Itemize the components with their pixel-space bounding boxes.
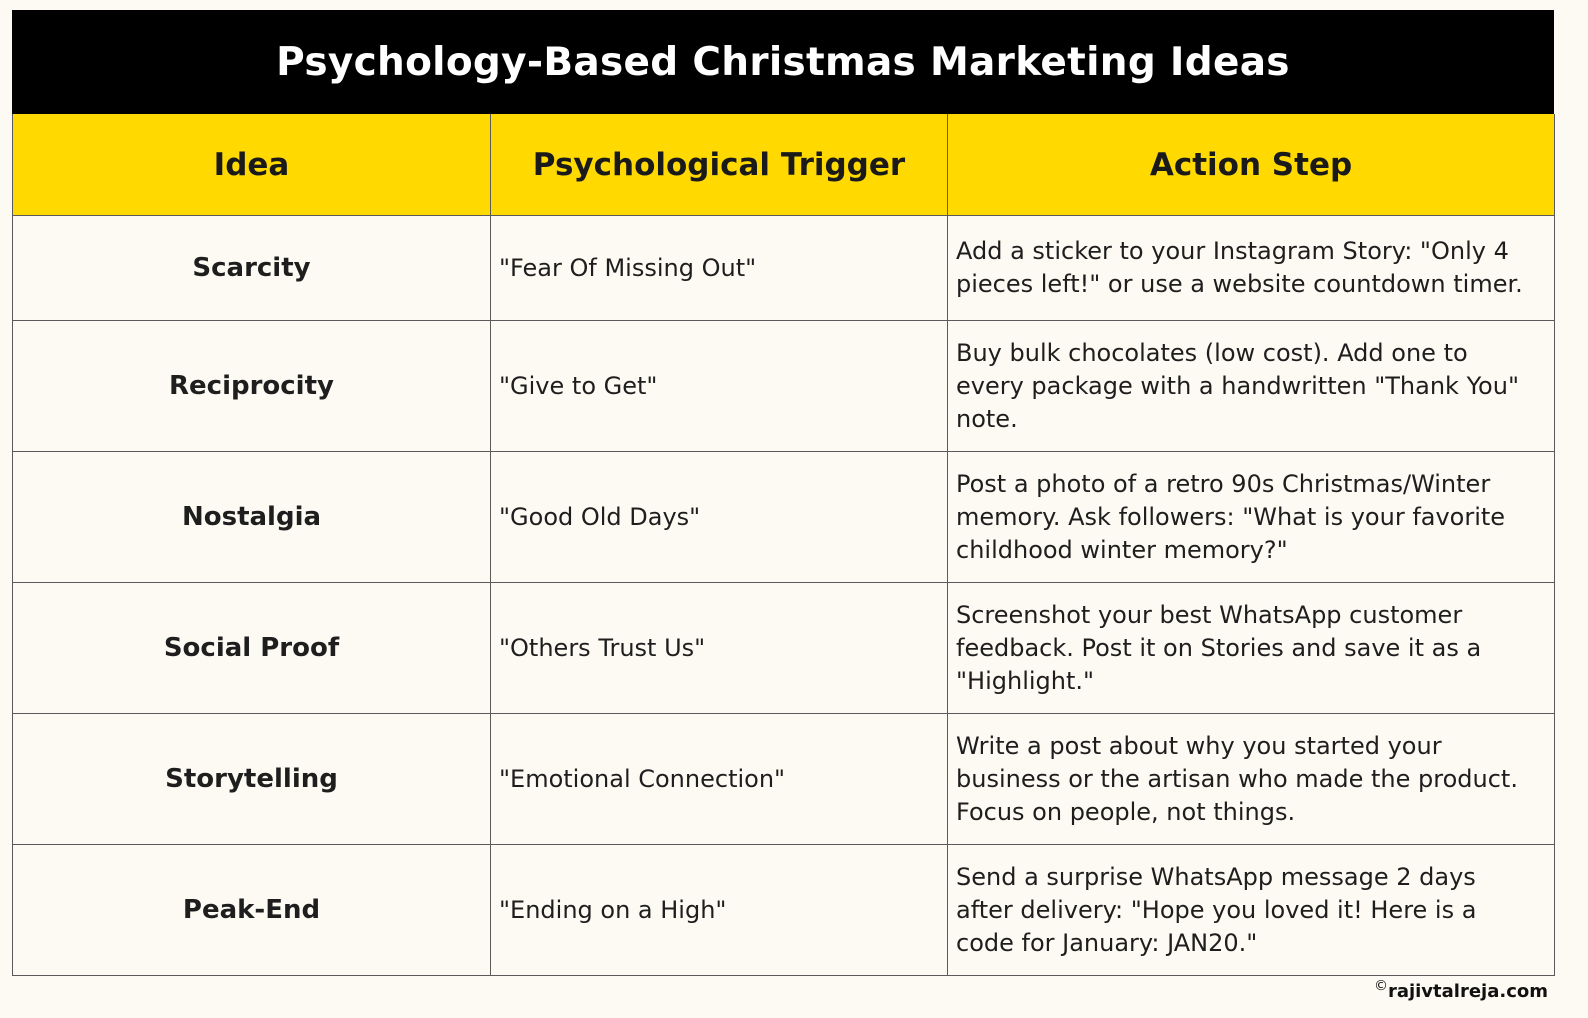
marketing-ideas-table: Idea Psychological Trigger Action Step S… (12, 114, 1555, 976)
idea-cell: Peak-End (12, 844, 491, 976)
trigger-cell: "Ending on a High" (490, 844, 948, 976)
watermark-text: rajivtalreja.com (1387, 981, 1548, 1002)
action-cell: Buy bulk chocolates (low cost). Add one … (947, 320, 1555, 452)
idea-cell: Scarcity (12, 215, 491, 321)
idea-cell: Storytelling (12, 713, 491, 845)
action-cell: Send a surprise WhatsApp message 2 days … (947, 844, 1555, 976)
column-header-trigger: Psychological Trigger (490, 114, 948, 216)
idea-cell: Social Proof (12, 582, 491, 714)
trigger-cell: "Give to Get" (490, 320, 948, 452)
idea-cell: Nostalgia (12, 451, 491, 583)
table-row: Reciprocity "Give to Get" Buy bulk choco… (12, 320, 1555, 452)
table-row: Nostalgia "Good Old Days" Post a photo o… (12, 451, 1555, 583)
action-cell: Write a post about why you started your … (947, 713, 1555, 845)
table-row: Scarcity "Fear Of Missing Out" Add a sti… (12, 215, 1555, 321)
table-row: Peak-End "Ending on a High" Send a surpr… (12, 844, 1555, 976)
copyright-watermark: ©rajivtalreja.com (1374, 978, 1548, 1002)
table-title: Psychology-Based Christmas Marketing Ide… (12, 10, 1554, 114)
action-cell: Post a photo of a retro 90s Christmas/Wi… (947, 451, 1555, 583)
table-row: Storytelling "Emotional Connection" Writ… (12, 713, 1555, 845)
copyright-symbol: © (1373, 978, 1388, 994)
action-cell: Screenshot your best WhatsApp customer f… (947, 582, 1555, 714)
table-row: Social Proof "Others Trust Us" Screensho… (12, 582, 1555, 714)
marketing-ideas-table-container: Psychology-Based Christmas Marketing Ide… (12, 10, 1555, 976)
action-cell: Add a sticker to your Instagram Story: "… (947, 215, 1555, 321)
trigger-cell: "Emotional Connection" (490, 713, 948, 845)
trigger-cell: "Good Old Days" (490, 451, 948, 583)
trigger-cell: "Others Trust Us" (490, 582, 948, 714)
column-header-idea: Idea (12, 114, 491, 216)
column-header-action: Action Step (947, 114, 1555, 216)
header-row: Idea Psychological Trigger Action Step (12, 114, 1555, 216)
trigger-cell: "Fear Of Missing Out" (490, 215, 948, 321)
idea-cell: Reciprocity (12, 320, 491, 452)
